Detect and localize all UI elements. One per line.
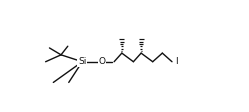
- Text: O: O: [98, 57, 105, 66]
- Text: I: I: [176, 57, 178, 66]
- Text: Si: Si: [78, 57, 86, 66]
